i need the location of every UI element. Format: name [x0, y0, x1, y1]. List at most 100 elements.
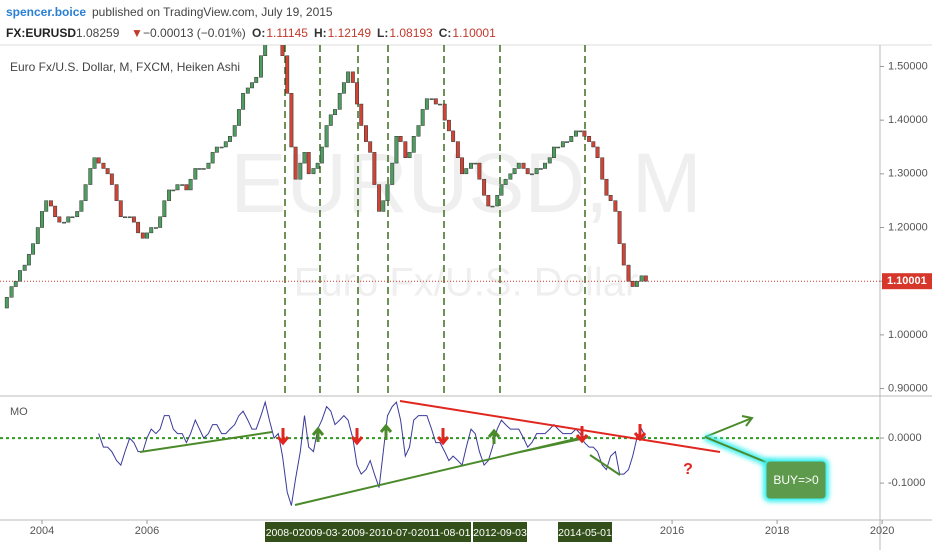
candle-up [512, 168, 517, 175]
candle-down [608, 195, 613, 201]
candle-up [18, 270, 22, 282]
candle-up [394, 136, 399, 164]
x-tick-label: 2018 [765, 525, 789, 537]
candle-down [350, 71, 355, 83]
y-tick-label: 1.00000 [888, 329, 928, 341]
candle-up [206, 162, 211, 169]
candle-up [210, 152, 215, 164]
up-arrow [379, 423, 393, 440]
candle-up [219, 146, 224, 149]
x-tick-label: 2006 [135, 525, 159, 537]
event-box [340, 522, 376, 542]
up-arrow [311, 426, 325, 442]
candle-up [149, 227, 154, 234]
candle-up [35, 227, 40, 244]
candle-up [385, 184, 390, 201]
ohlc-key: C: [439, 26, 452, 40]
candle-up [175, 184, 180, 191]
signal-arrows [276, 423, 647, 446]
candle-up [201, 168, 206, 170]
event-label: 2010-07-01 [369, 527, 423, 539]
candle-down [398, 136, 403, 142]
candle-up [250, 82, 254, 89]
last-price-label: 1.10001 [887, 275, 927, 287]
event-box [300, 522, 340, 542]
candle-down [486, 195, 491, 207]
arrow-line [704, 417, 753, 438]
candle-down [600, 157, 605, 180]
candle-up [381, 200, 386, 212]
candle-up [83, 184, 88, 201]
ohlc-value: 1.12149 [328, 26, 372, 40]
candle-down [57, 216, 62, 223]
price: 1.08259 [76, 26, 120, 40]
candle-down [118, 200, 123, 218]
candle-up [44, 200, 49, 212]
event-box [265, 522, 305, 542]
candle-up [298, 162, 303, 180]
candle-down [131, 216, 136, 223]
candle-up [503, 178, 508, 185]
candle-down [140, 232, 145, 239]
candle-down [289, 93, 294, 148]
candle-down [96, 157, 101, 164]
author[interactable]: spencer.boice [6, 5, 86, 19]
signal-text: BUY=>0 [773, 473, 819, 487]
candle-down [587, 136, 592, 142]
candle-down [595, 146, 600, 158]
candle-up [145, 232, 149, 239]
candle-up [551, 146, 556, 158]
candle-up [390, 162, 395, 185]
down-arrow [633, 424, 647, 442]
candle-up [127, 216, 132, 219]
ohlc-value: 1.08193 [389, 26, 433, 40]
candle-up [197, 168, 202, 170]
y-tick-label: -0.1000 [888, 477, 925, 489]
signal-box [765, 460, 827, 500]
event-label: 2009-1 [342, 527, 375, 539]
candle-down [591, 141, 596, 148]
down-arrow [436, 428, 450, 446]
candle-up [245, 87, 250, 94]
candle-down [455, 141, 460, 158]
event-box [369, 522, 423, 542]
candle-down [442, 103, 447, 121]
candle-down [359, 103, 364, 126]
candles [0, 45, 880, 309]
candle-down [372, 152, 377, 185]
candle-up [411, 136, 416, 153]
published: published on TradingView.com, July 19, 2… [92, 5, 333, 19]
candle-up [167, 189, 172, 201]
down-arrow [350, 428, 364, 446]
candle-down [53, 205, 58, 218]
candle-up [556, 146, 561, 149]
candle-up [13, 280, 18, 287]
candle-up [424, 98, 429, 110]
candle-down [364, 125, 368, 142]
candle-up [639, 275, 644, 282]
candle-down [446, 119, 451, 132]
y-tick-label: 0.0000 [888, 432, 922, 444]
candle-up [66, 216, 71, 223]
candle-up [429, 98, 434, 100]
candle-up [499, 184, 504, 196]
candle-up [346, 71, 351, 83]
x-tick-label: 2004 [30, 525, 54, 537]
x-tick-label: 2016 [660, 525, 684, 537]
candle-up [62, 221, 67, 224]
candle-down [617, 211, 622, 244]
event-label: 2011-08-01 [418, 527, 471, 539]
y-tick-label: 0.90000 [888, 382, 928, 394]
candle-up [333, 109, 337, 116]
y-tick-label: 1.50000 [888, 60, 928, 72]
candle-down [630, 280, 635, 287]
candle-up [416, 125, 421, 137]
candle-up [302, 152, 307, 164]
ohlc-key: L: [377, 26, 388, 40]
candle-up [560, 141, 565, 148]
candle-up [26, 254, 31, 266]
last-price-box [882, 273, 932, 290]
candle-down [643, 275, 648, 282]
